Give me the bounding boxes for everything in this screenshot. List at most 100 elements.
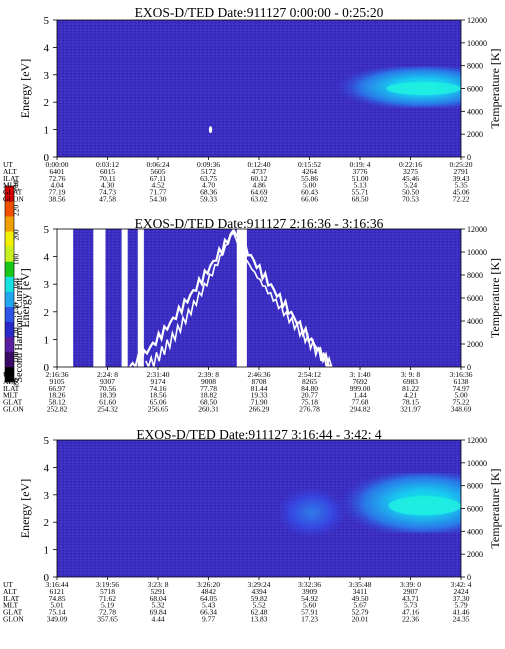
- y2-tick-label: 6000: [467, 294, 483, 303]
- orbit-row-value: 3:29:24: [248, 580, 271, 589]
- colorbar-cell: [5, 366, 14, 383]
- orbit-row-value: 20.01: [352, 615, 369, 624]
- orbit-row-value: 18.56: [150, 391, 167, 400]
- orbit-row-value: 66.06: [301, 195, 318, 204]
- orbit-row-value: 3:35:48: [349, 580, 372, 589]
- colorbar-tick-label: 120: [12, 327, 21, 339]
- orbit-row-value: 2:16:36: [46, 370, 69, 379]
- y2-tick-label: 8000: [467, 482, 483, 491]
- orbit-row-value: 2:24: 8: [97, 370, 118, 379]
- orbit-row-value: 47.16: [402, 608, 419, 617]
- orbit-row-value: 3:39: 0: [400, 580, 421, 589]
- orbit-row-value: 3:42: 4: [450, 580, 471, 589]
- orbit-row-value: 5.43: [202, 601, 215, 610]
- orbit-row-value: 77.19: [49, 188, 66, 197]
- orbit-row-value: 3411: [353, 587, 368, 596]
- orbit-row-value: 2791: [454, 167, 469, 176]
- y-tick-label: 1: [44, 125, 50, 137]
- orbit-row-value: 9.77: [202, 615, 215, 624]
- orbit-row-value: 4.52: [151, 181, 164, 190]
- orbit-row-value: 72.22: [453, 195, 470, 204]
- orbit-row-value: 0:25:20: [450, 160, 473, 169]
- colorbar-cell: [5, 291, 14, 307]
- orbit-row-value: 4.21: [404, 391, 417, 400]
- orbit-row-value: 77.78: [200, 384, 217, 393]
- orbit-row-value: 0:09:36: [197, 160, 220, 169]
- y-tick-label: 2: [44, 517, 50, 529]
- y-tick-label: 1: [44, 334, 50, 346]
- y2-tick-label: 8000: [467, 62, 483, 71]
- orbit-row-value: 70.56: [99, 384, 116, 393]
- orbit-row-value: 9008: [201, 377, 216, 386]
- orbit-row-value: 57.91: [301, 608, 318, 617]
- spectrogram-plot-area: [56, 228, 462, 368]
- colorbar-cell: [5, 306, 14, 322]
- colorbar-tick-label: 200: [12, 229, 21, 241]
- panel-title: EXOS-D/TED Date:911127 0:00:00 - 0:25:20: [135, 5, 384, 20]
- colorbar-tick-label: 160: [12, 278, 21, 290]
- orbit-row-value: 321.97: [400, 405, 421, 414]
- orbit-row-value: 68.36: [200, 188, 217, 197]
- orbit-row-value: 6015: [100, 167, 115, 176]
- orbit-row-value: 0:19: 4: [349, 160, 370, 169]
- colorbar-tick-label: 240: [12, 180, 21, 192]
- orbit-row-value: 64.05: [200, 594, 217, 603]
- y-tick-label: 5: [44, 224, 50, 236]
- orbit-row-value: 2:54:12: [298, 370, 321, 379]
- y2-axis-label: Temperature [K]: [488, 48, 502, 128]
- y-axis-label: Energy [eV]: [18, 479, 32, 538]
- orbit-row-value: 999.00: [350, 384, 371, 393]
- spectrogram-peak-core: [388, 496, 461, 516]
- orbit-row-value: 20.77: [301, 391, 318, 400]
- y-axis-label: Energy [eV]: [18, 59, 32, 118]
- orbit-row-value: 4.44: [151, 615, 164, 624]
- data-gap: [57, 229, 74, 367]
- orbit-row-value: 75.14: [49, 608, 66, 617]
- y2-tick-label: 4000: [467, 527, 483, 536]
- orbit-row-label: GLAT: [3, 608, 23, 617]
- orbit-row-value: 9105: [50, 377, 65, 386]
- cutoff-trace: [145, 231, 333, 367]
- spectrogram-plot-area: [56, 19, 462, 158]
- colorbar-cell: [5, 186, 14, 202]
- orbit-row-value: 3:16:44: [46, 580, 69, 589]
- orbit-row-value: 45.46: [402, 174, 419, 183]
- colorbar-cell: [5, 351, 14, 368]
- orbit-row-label: UT: [3, 580, 13, 589]
- y2-axis-label: Temperature [K]: [488, 258, 502, 338]
- orbit-row-value: 5.24: [404, 181, 417, 190]
- orbit-row-value: 0:22:16: [399, 160, 422, 169]
- orbit-row-value: 5.00: [454, 391, 467, 400]
- orbit-row-value: 2424: [454, 587, 469, 596]
- panel-title: EXOS-D/TED Date:911127 2:16:36 - 3:16:36: [135, 216, 384, 231]
- orbit-row-value: 55.86: [301, 174, 318, 183]
- orbit-row-label: MLT: [3, 601, 19, 610]
- colorbar-tick-label: 140: [12, 303, 21, 315]
- orbit-row-value: 5.60: [303, 601, 316, 610]
- y-tick-label: 4: [44, 252, 50, 264]
- orbit-row-value: 68.50: [352, 195, 369, 204]
- orbit-info-table: UT 2:16:36 2:24: 8 2:31:40 2:39: 8 2:46:36 2:5…: [3, 370, 473, 414]
- orbit-row-label: MLT: [3, 391, 19, 400]
- orbit-row-value: 5.52: [252, 601, 265, 610]
- y-tick-label: 4: [44, 462, 50, 474]
- colorbar-tick-label: 180: [12, 254, 21, 266]
- orbit-row-value: 4.30: [101, 181, 114, 190]
- orbit-row-value: 5718: [100, 587, 115, 596]
- colorbar-tick-label: 100: [12, 352, 21, 364]
- orbit-row-value: 74.16: [150, 384, 167, 393]
- orbit-row-value: 3:32:36: [298, 580, 321, 589]
- y2-tick-label: 2000: [467, 130, 483, 139]
- data-gap: [236, 229, 247, 367]
- y2-tick-label: 0: [467, 363, 471, 372]
- y2-tick-label: 10000: [467, 248, 487, 257]
- y2-tick-label: 0: [467, 153, 471, 162]
- orbit-row-value: 5.32: [151, 601, 164, 610]
- cutoff-trace: [128, 229, 333, 367]
- orbit-row-value: 349.09: [47, 615, 68, 624]
- spectrogram-background: [57, 229, 461, 367]
- orbit-row-value: 3:19:56: [96, 580, 119, 589]
- orbit-row-value: 70.53: [402, 195, 419, 204]
- orbit-row-value: 3: 1:40: [349, 370, 370, 379]
